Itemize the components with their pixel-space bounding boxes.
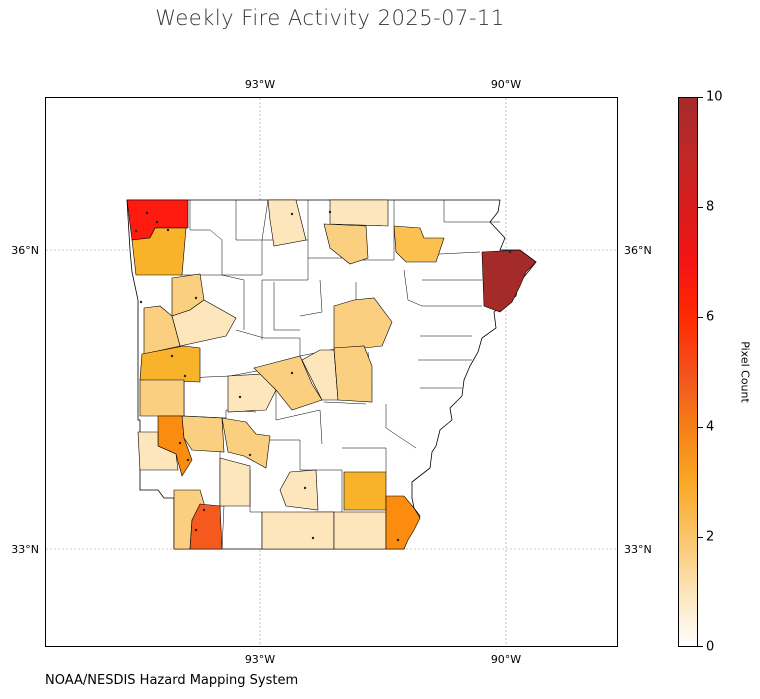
county-polk <box>139 379 185 417</box>
left-tick-33n: 33°N <box>11 543 39 556</box>
colorbar-tick-mark <box>698 207 703 208</box>
colorbar-tick-label: 4 <box>706 419 715 435</box>
county-chicot <box>385 495 421 550</box>
county-sebastian <box>143 305 181 355</box>
county-randolph <box>393 225 445 263</box>
county-dallas <box>279 469 319 511</box>
county-searcy <box>267 199 307 247</box>
county-nevada <box>219 457 251 507</box>
county-scott <box>139 345 201 383</box>
county-little-river <box>137 431 179 471</box>
colorbar-tick-mark <box>698 646 703 647</box>
colorbar-tick-mark <box>698 317 703 318</box>
colorbar-tick-label: 0 <box>706 639 715 655</box>
colorbar-tick-mark <box>698 97 703 98</box>
map-title: Weekly Fire Activity 2025-07-11 <box>155 6 505 30</box>
county-lincoln <box>343 471 387 511</box>
right-tick-33n: 33°N <box>624 543 652 556</box>
county-ashley <box>333 511 387 550</box>
colorbar-tick-label: 10 <box>706 89 723 105</box>
bottom-tick-90w: 90°W <box>491 653 521 666</box>
top-tick-93w: 93°W <box>245 78 275 91</box>
left-tick-36n: 36°N <box>11 244 39 257</box>
colorbar-label: Pixel Count <box>738 341 752 403</box>
right-tick-36n: 36°N <box>624 244 652 257</box>
county-mississippi <box>481 249 537 313</box>
county-jefferson <box>333 345 373 403</box>
source-credit: NOAA/NESDIS Hazard Mapping System <box>45 673 299 688</box>
bottom-tick-93w: 93°W <box>245 653 275 666</box>
county-fulton <box>329 199 389 227</box>
county-marion-baxter <box>323 223 369 265</box>
colorbar-tick-label: 8 <box>706 199 715 215</box>
colorbar-tick-label: 2 <box>706 529 715 545</box>
county-lafayette <box>189 503 223 550</box>
county-washington <box>131 227 187 276</box>
county-saline <box>253 355 323 411</box>
colorbar-tick-label: 6 <box>706 309 715 325</box>
county-union <box>261 511 335 550</box>
colorbar <box>678 97 698 647</box>
county-howard <box>181 415 225 453</box>
county-pike <box>221 417 271 469</box>
colorbar-tick-mark <box>698 427 703 428</box>
county-garland <box>227 373 277 413</box>
colorbar-tick-mark <box>698 537 703 538</box>
top-tick-90w: 90°W <box>491 78 521 91</box>
